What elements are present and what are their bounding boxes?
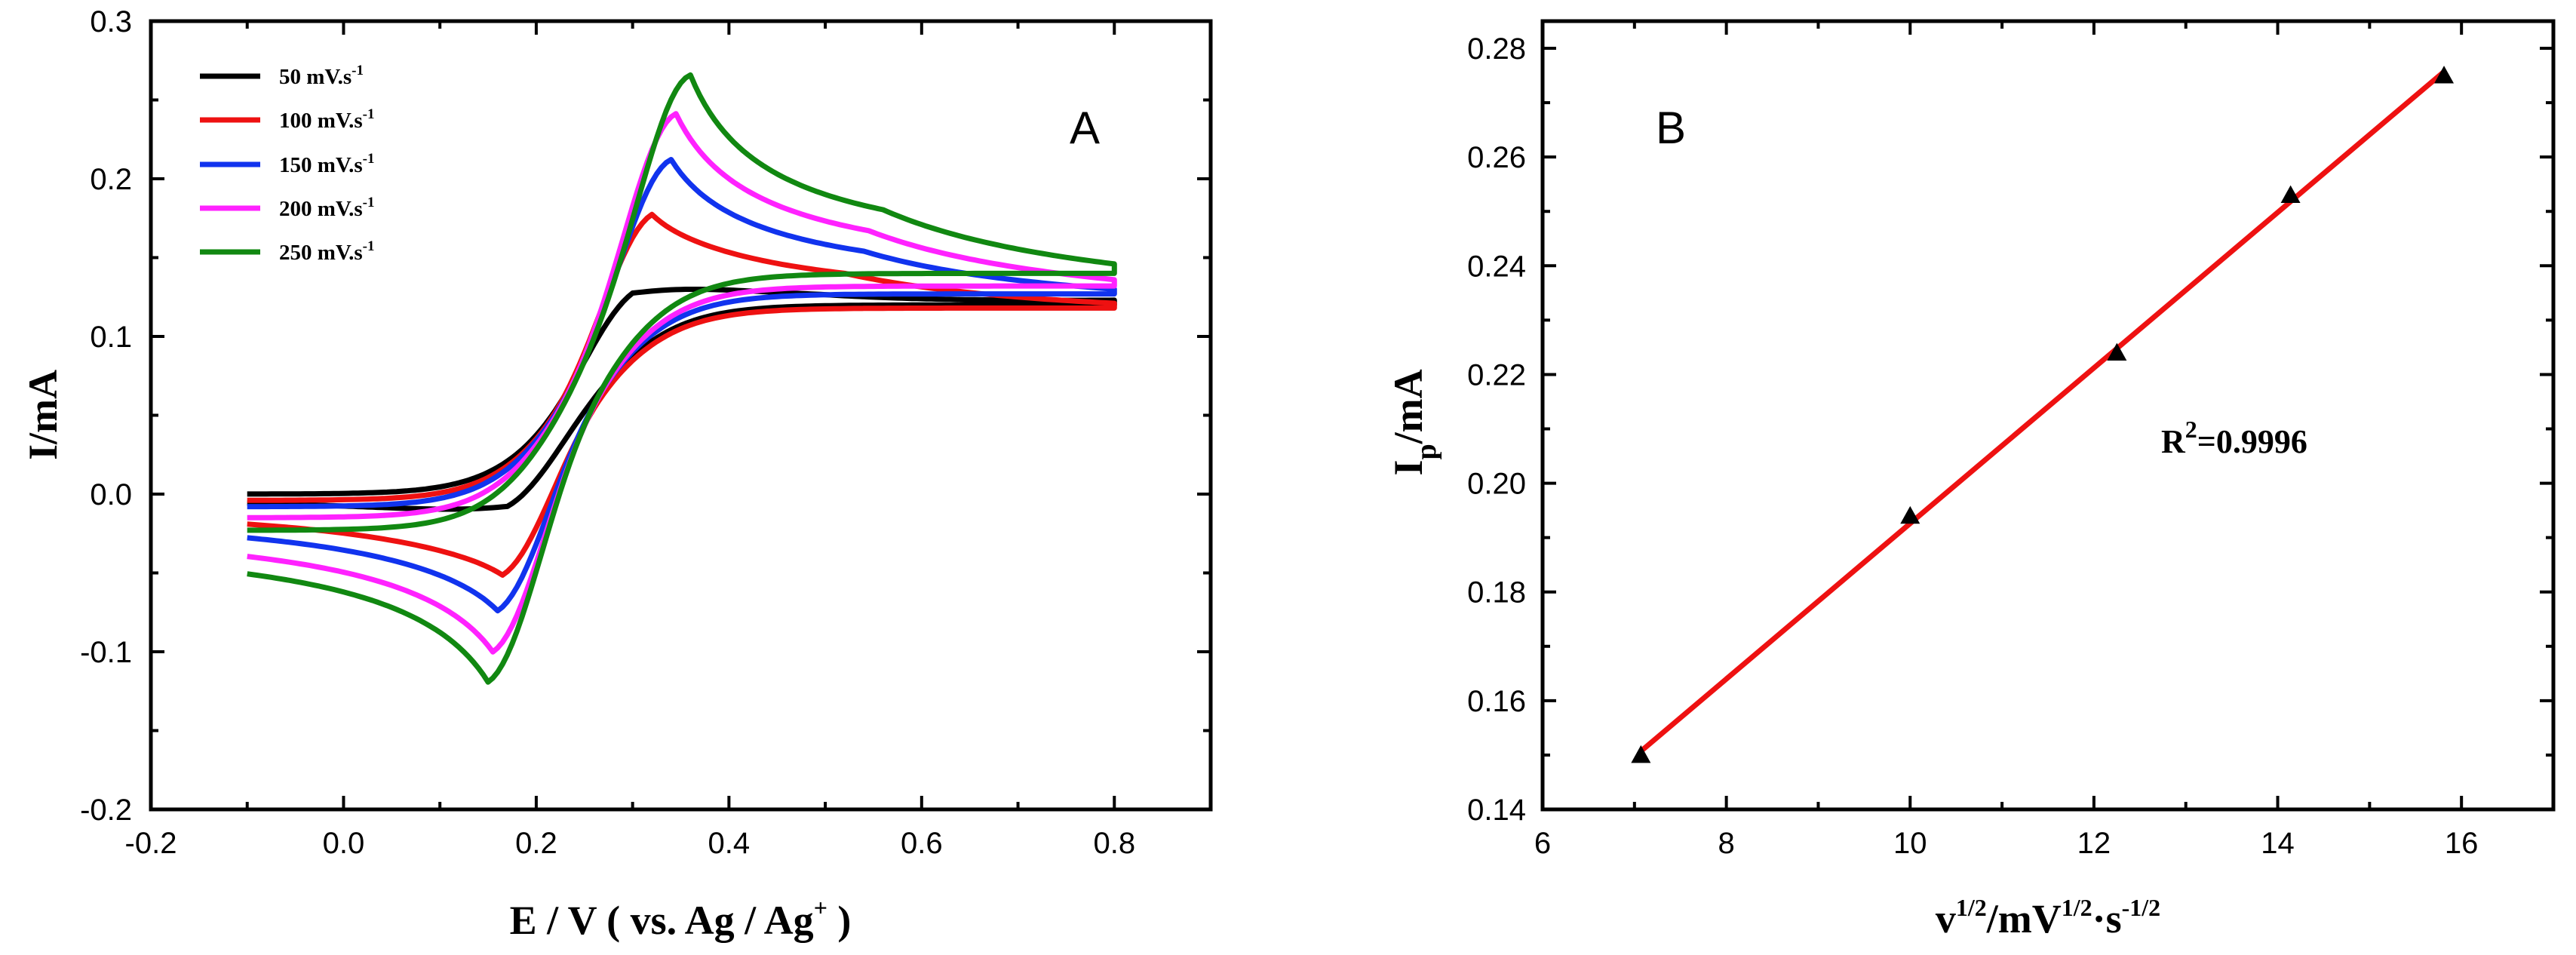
x-tick-label: 0.6 (901, 827, 943, 860)
cv-curve-2 (247, 211, 1117, 578)
legend-label-250: 250 mV.s-1 (279, 238, 374, 265)
y-tick-label: 0.2 (90, 163, 132, 196)
panel-a-ticks: -0.2 0.0 0.2 0.4 0.6 0.8 -0.2 -0.1 0.0 0.1 0.2 0.3 (80, 5, 1211, 860)
y-tick-label: 0.16 (1467, 685, 1526, 718)
cv-curve-1 (247, 287, 1117, 512)
fit-line (1639, 69, 2446, 754)
x-tick-label: 14 (2261, 827, 2295, 860)
y-tick-label: 0.24 (1467, 250, 1526, 283)
x-tick-label: 8 (1718, 827, 1735, 860)
y-tick-label: 0.14 (1467, 794, 1526, 827)
panel-a-y-title: I/mA (20, 370, 66, 460)
panel-b-frame (1540, 19, 2556, 812)
legend-label-100: 100 mV.s-1 (279, 106, 374, 133)
x-tick-label: 12 (2077, 827, 2111, 860)
x-tick-label: 0.0 (323, 827, 365, 860)
y-tick-label: 0.22 (1467, 358, 1526, 392)
x-tick-label: -0.2 (125, 827, 177, 860)
legend-label-200: 200 mV.s-1 (279, 195, 374, 221)
x-tick-label: 0.4 (708, 827, 751, 860)
y-tick-label: 0.1 (90, 321, 132, 354)
panel-b-marks (1631, 66, 2455, 763)
r-squared-annotation: R2=0.9996 (2161, 416, 2307, 460)
data-point (1900, 505, 1920, 524)
cv-curve-4 (247, 111, 1117, 655)
legend-label-150: 150 mV.s-1 (279, 151, 374, 177)
panel-b-x-title: v1/2/mV1/2·s-1/2 (1936, 894, 2160, 941)
y-tick-label: 0.26 (1467, 141, 1526, 174)
panel-a-x-title: E / V ( vs. Ag / Ag+ ) (510, 894, 852, 943)
panel-a-legend: 50 mV.s-1 100 mV.s-1 150 mV.s-1 200 mV.s… (200, 63, 374, 265)
data-point (1631, 745, 1651, 763)
panel-b-ticks: 6 8 10 12 14 16 0.14 0.16 0.18 0.20 0.22 0.24 0.26 0.… (1467, 21, 2553, 860)
y-tick-label: 0.3 (90, 5, 132, 38)
data-point (2107, 342, 2127, 361)
x-tick-label: 6 (1534, 827, 1551, 860)
panel-b-y-title: Ip/mA (1386, 369, 1442, 475)
x-tick-label: 16 (2445, 827, 2479, 860)
y-tick-label: 0.20 (1467, 468, 1526, 501)
panel-a-frame (149, 19, 1213, 812)
y-tick-label: 0.0 (90, 478, 132, 511)
panel-a: -0.2 0.0 0.2 0.4 0.6 0.8-0.2-0.10.00.10.20.3 … (20, 5, 1213, 943)
cv-curve-5 (247, 72, 1117, 685)
panel-a-curves (247, 72, 1117, 685)
x-tick-label: 0.8 (1093, 827, 1135, 860)
y-tick-label: 0.28 (1467, 32, 1526, 66)
data-point (2434, 66, 2455, 84)
data-point (2280, 185, 2301, 204)
x-tick-label: 10 (1893, 827, 1927, 860)
cv-curve-3 (247, 157, 1117, 614)
panel-b-letter: B (1656, 103, 1686, 153)
x-tick-label: 0.2 (515, 827, 557, 860)
y-tick-label: -0.1 (80, 636, 132, 669)
legend-label-50: 50 mV.s-1 (279, 63, 364, 89)
y-tick-label: 0.18 (1467, 576, 1526, 610)
panel-b: 6 8 10 12 14 16 0.14 0.16 0.18 0.20 0.22 0.24 0.26 0.… (1386, 19, 2556, 941)
y-tick-label: -0.2 (80, 794, 132, 827)
panel-a-letter: A (1070, 103, 1100, 153)
